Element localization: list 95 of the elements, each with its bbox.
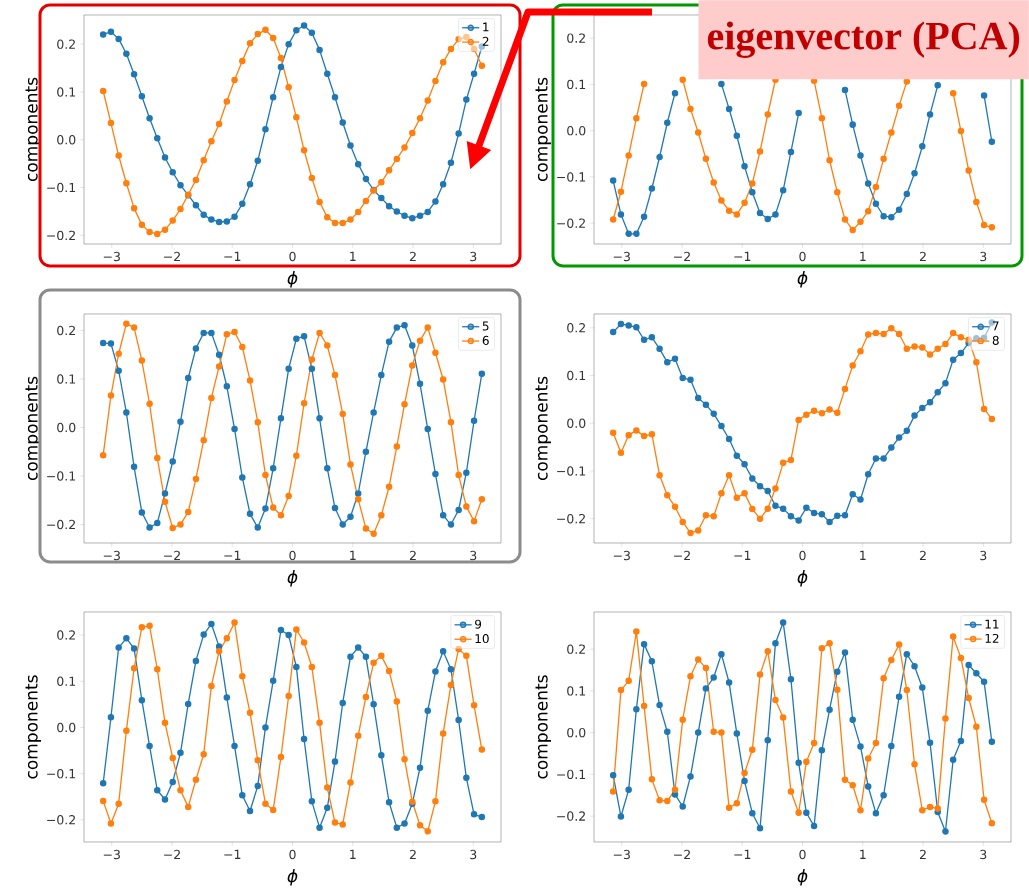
y-tick-label: −0.1 — [557, 466, 586, 476]
legend-label: 10 — [475, 634, 489, 644]
legend-label: 5 — [482, 321, 489, 331]
y-tick-label: 0.1 — [567, 79, 586, 90]
y-tick-label: 0.0 — [57, 135, 76, 145]
x-axis-title: ϕ — [287, 570, 298, 587]
x-tick-label: −3 — [103, 550, 120, 561]
legend-label: 7 — [992, 321, 999, 331]
y-tick-label: 0.1 — [567, 370, 586, 381]
x-tick-label: −3 — [613, 849, 630, 860]
y-tick-label: 0.2 — [567, 323, 585, 333]
y-tick-label: −0.1 — [47, 768, 76, 779]
x-tick-label: 2 — [919, 251, 926, 262]
y-tick-label: 0.2 — [57, 630, 75, 640]
legend-label: 11 — [985, 619, 999, 629]
y-tick-label: −0.2 — [47, 519, 75, 530]
y-tick-label: 0.0 — [567, 727, 586, 738]
legend-label: 8 — [992, 335, 999, 345]
x-tick-label: 1 — [860, 251, 866, 261]
x-tick-label: 3 — [980, 849, 987, 860]
x-tick-label: 0 — [289, 251, 296, 262]
y-tick-label: −0.2 — [557, 513, 585, 524]
y-tick-label: 0.1 — [567, 686, 586, 696]
x-tick-label: 3 — [980, 251, 987, 262]
annotation: eigenvector (PCA) — [707, 21, 1020, 58]
x-tick-label: −3 — [613, 251, 630, 262]
y-tick-label: 0.2 — [567, 33, 585, 43]
x-tick-label: 1 — [350, 251, 356, 261]
y-tick-label: 0.2 — [567, 644, 585, 654]
legend-label: 9 — [475, 619, 482, 629]
y-tick-label: −0.1 — [47, 182, 76, 193]
x-tick-label: −2 — [164, 550, 180, 561]
x-tick-label: 0 — [289, 849, 296, 860]
x-axis-title: ϕ — [797, 271, 808, 288]
y-tick-label: −0.2 — [557, 811, 585, 821]
x-tick-label: −3 — [613, 550, 630, 561]
legend-label: 12 — [985, 633, 999, 643]
x-tick-label: −2 — [674, 849, 690, 860]
x-tick-label: −2 — [164, 849, 180, 860]
y-axis-title: components — [535, 77, 551, 182]
x-tick-label: −2 — [674, 550, 690, 561]
x-tick-label: 2 — [409, 849, 416, 860]
x-tick-label: −3 — [103, 251, 120, 262]
x-tick-label: 2 — [409, 550, 416, 561]
y-axis-title: components — [25, 376, 41, 481]
y-tick-label: −0.2 — [47, 230, 75, 241]
x-tick-label: −1 — [224, 550, 241, 560]
y-tick-label: 0.1 — [57, 374, 76, 384]
x-tick-label: 1 — [350, 849, 356, 859]
x-tick-label: 1 — [860, 550, 866, 560]
y-axis-title: components — [25, 675, 41, 779]
x-tick-label: 3 — [980, 550, 987, 561]
y-tick-label: −0.1 — [47, 471, 76, 481]
x-tick-label: 3 — [470, 849, 477, 860]
y-tick-label: 0.0 — [567, 418, 586, 428]
x-tick-label: 0 — [799, 550, 806, 561]
x-tick-label: 0 — [289, 550, 296, 561]
y-tick-label: 0.0 — [567, 125, 586, 136]
x-tick-label: 2 — [409, 251, 416, 262]
y-tick-label: 0.0 — [57, 422, 76, 433]
y-tick-label: 0.1 — [57, 87, 76, 97]
legend-label: 2 — [482, 36, 489, 46]
x-axis-title: ϕ — [797, 869, 808, 886]
y-tick-label: −0.2 — [557, 218, 585, 228]
x-tick-label: 0 — [799, 849, 806, 860]
x-tick-label: −1 — [224, 849, 241, 859]
legend-label: 1 — [483, 22, 489, 32]
x-tick-label: −2 — [164, 251, 180, 262]
y-axis-title: components — [25, 77, 41, 182]
x-tick-label: −1 — [734, 251, 751, 261]
y-tick-label: −0.1 — [557, 769, 586, 780]
x-tick-label: 0 — [799, 251, 806, 262]
x-tick-label: −1 — [224, 251, 241, 261]
y-tick-label: −0.2 — [47, 815, 75, 825]
x-tick-label: 3 — [470, 251, 477, 262]
x-tick-label: −3 — [103, 849, 120, 860]
x-tick-label: 1 — [350, 550, 356, 560]
legend-label: 6 — [482, 335, 489, 345]
y-tick-label: 0.2 — [57, 39, 75, 49]
y-tick-label: 0.2 — [57, 325, 75, 336]
x-tick-label: −1 — [734, 550, 751, 560]
y-tick-label: 0.1 — [57, 676, 76, 686]
x-tick-label: 2 — [919, 849, 926, 860]
x-axis-title: ϕ — [797, 570, 808, 587]
y-tick-label: 0.0 — [57, 722, 76, 733]
y-axis-title: components — [535, 376, 551, 481]
y-axis-title: components — [535, 675, 551, 779]
x-tick-label: −2 — [674, 251, 690, 262]
x-tick-label: 1 — [860, 849, 866, 859]
x-tick-label: 2 — [919, 550, 926, 561]
x-tick-label: 3 — [470, 550, 477, 561]
x-tick-label: −1 — [734, 849, 751, 859]
y-tick-label: −0.1 — [557, 172, 586, 182]
x-axis-title: ϕ — [287, 869, 298, 886]
x-axis-title: ϕ — [287, 271, 298, 288]
